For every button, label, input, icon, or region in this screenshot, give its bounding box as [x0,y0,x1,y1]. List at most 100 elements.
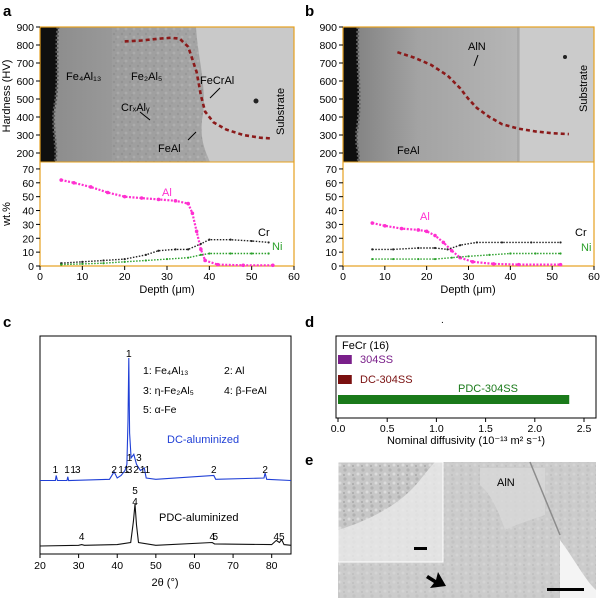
series-point-ni [467,255,470,258]
wt-tick-label: 70 [22,164,34,176]
label-fecral: FeCrAl [200,75,234,87]
diffusivity-tick-label: 0.5 [380,423,395,435]
xrd-peak-label: 3 [136,453,142,464]
series-point-ni [534,252,537,255]
series-point-cr [392,248,395,251]
diffusivity-bar-label: FeCr (16) [342,340,389,352]
series-point-al [383,223,387,228]
series-point-ni [371,257,374,261]
two-theta-axis: 20 30 40 50 60 70 80 [34,554,278,572]
xrd-peak-label: 4 [274,532,280,543]
two-theta-tick-label: 40 [111,560,123,572]
series-point-cr [500,241,504,244]
series-point-al [203,258,207,263]
diffusivity-bar [338,375,352,384]
diffusivity-tick-label: 1.5 [478,423,493,435]
hardness-tick-label: 300 [16,130,34,142]
hardness-tick-label: 400 [16,112,34,124]
diffusivity-bar-label: 304SS [360,354,393,366]
series-point-cr [81,260,84,263]
series-point-al [122,194,127,199]
series-point-ni [450,256,453,259]
xrd-legend-1: 1: Fe₄Al₁₃ [143,365,188,377]
diffusivity-tick-label: 0.0 [331,423,346,435]
series-line-ni [61,252,269,266]
xlabel-diffusivity: Nominal diffusivity (10⁻¹³ m² s⁻¹) [387,435,545,447]
series-point-al [89,185,93,189]
panel-d: 0.0 0.5 1.0 1.5 2.0 2.5 FeCr (16) 304SS DC-304S… [331,335,597,447]
label-substrate-b: Substrate [578,65,590,112]
series-point-ni [123,260,126,263]
series-label-al-a: Al [162,187,172,199]
xrd-peak-label: 2 [133,465,139,476]
series-point-cr [267,241,270,244]
xlabel-two-theta: 2θ (°) [151,577,178,589]
xrd-line-pdc [39,503,292,547]
series-point-ni [417,257,420,261]
diffusivity-bar [338,355,352,364]
xrd-legend-2: 2: Al [224,365,244,377]
depth-axis-b: 0 10 20 30 40 50 60 [340,266,600,283]
diffusivity-axis: 0.0 0.5 1.0 1.5 2.0 2.5 [331,418,592,435]
series-point-al [433,233,437,238]
xrd-peak-label: 4 [132,497,138,508]
wt-tick-label: 60 [22,178,34,190]
hardness-tick-label: 800 [319,40,337,52]
panel-a: Fe₄Al₁₃ Fe₂Al₅ FeCrAl CrₓAlᵧ FeAl Substr… [1,22,300,296]
hardness-profile-b [397,50,569,136]
xrd-patterns [39,357,292,547]
series-point-al [190,211,195,216]
series-label-cr-a: Cr [258,227,270,239]
two-theta-tick-label: 30 [73,560,85,572]
panel-e: AlN [337,461,596,598]
wt-tick-label: 50 [22,192,34,204]
xrd-peak-label: 2 [262,465,268,476]
series-point-ni [208,252,211,255]
series-point-ni [488,253,491,257]
series-label-cr-b: Cr [575,227,587,239]
xrd-peak-label: 1 [70,465,76,476]
xrd-peak-label: 4 [79,532,85,543]
series-point-ni [267,252,270,255]
series-point-ni [229,252,232,255]
xlabel-depth-a: Depth (μm) [139,284,194,296]
series-point-al [470,260,475,264]
depth-tick-label: 40 [504,271,516,283]
label-substrate-a: Substrate [275,88,287,135]
series-point-ni [250,252,253,255]
series-label-ni-b: Ni [581,242,591,254]
label-feal-b: FeAl [397,145,420,157]
diffusivity-tick-label: 2.5 [577,423,592,435]
hardness-profile-a [124,36,273,140]
depth-tick-label: 60 [588,271,600,283]
series-point-ni [144,259,147,262]
depth-tick-label: 40 [203,271,215,283]
xrd-peak-label: 1 [124,465,130,476]
ylabel-wt: wt.% [1,202,13,227]
diffusivity-bar [338,395,570,404]
depth-tick-label: 50 [246,271,258,283]
wt-tick-label: 20 [22,233,34,245]
two-theta-tick-label: 20 [34,560,46,572]
hardness-tick-label: 900 [16,22,34,34]
series-point-ni [102,262,105,265]
diffusivity-bars: FeCr (16) 304SS DC-304SS PDC-304SS [338,340,570,404]
hardness-tick-label: 900 [319,22,337,34]
series-point-ni [509,252,512,255]
series-point-cr [102,259,105,262]
wt-tick-label: 40 [325,206,337,218]
series-point-al [156,197,161,202]
depth-tick-label: 0 [37,271,43,283]
xrd-peak-label: 5 [213,532,219,543]
diffusivity-tick-label: 2.0 [527,423,542,435]
series-point-al [105,190,110,195]
series-point-cr [417,246,420,250]
scale-bar-inset [414,547,427,550]
stray-dot: . [441,315,444,326]
hardness-tick-label: 300 [319,130,337,142]
diffusivity-bar-label: DC-304SS [360,374,413,386]
scale-bar-main [547,588,584,591]
series-point-al [139,196,144,200]
xrd-peak-label: 1 [127,453,133,464]
